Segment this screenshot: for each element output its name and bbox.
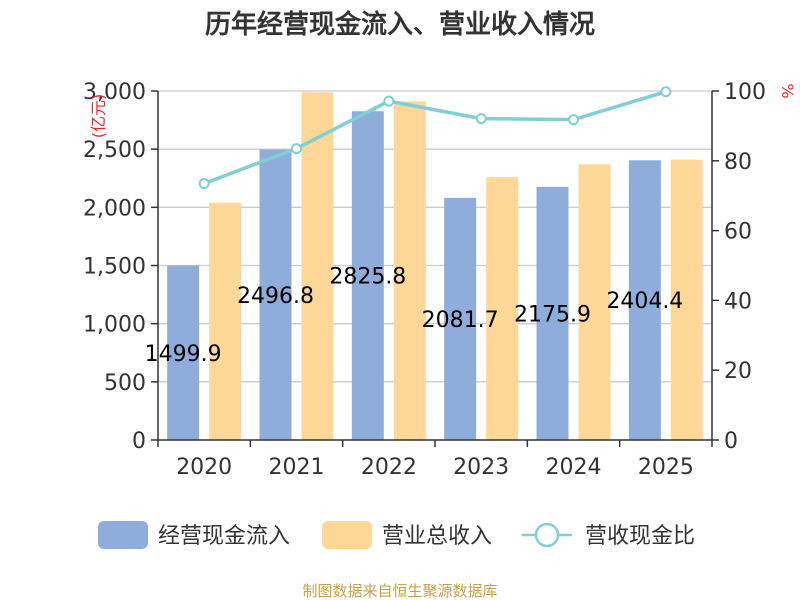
ratio-point-2024 [568,114,579,126]
y-right-tick-label: 40 [724,289,752,314]
x-tick-label: 2024 [546,455,602,480]
bar-0-2024 [536,186,569,440]
bar-0-2022 [351,111,384,441]
ratio-point-2023 [475,113,487,125]
legend-swatch-0 [98,521,148,549]
y-left-unit-label: (亿元) [89,94,108,139]
bar-1-2023 [486,177,519,440]
data-labels: 1499.9 2496.8 2825.8 2081.7 2175.9 2404.4 [145,265,684,367]
ratio-point-2025 [660,86,672,98]
legend-swatch-1 [322,521,372,549]
legend-label-2: 营收现金比 [585,524,695,549]
legend-label-0: 经营现金流入 [158,524,290,549]
chart-title: 历年经营现金流入、营业收入情况 [205,9,595,40]
data-label-2023: 2081.7 [422,308,499,333]
ratio-line [198,86,672,189]
bar-1-2025 [670,159,703,441]
bar-1-2022 [393,101,426,440]
x-tick-label: 2022 [361,455,417,480]
data-label-2024: 2175.9 [514,302,591,327]
y-right-tick-label: 60 [724,220,752,245]
bar-0-2020 [167,265,200,440]
bar-1-2021 [301,92,334,440]
bar-0-2023 [444,197,477,440]
source-note: 制图数据来自恒生聚源数据库 [302,582,497,600]
ratio-polyline [203,90,667,186]
y-left-tick-label: 1,500 [83,255,146,280]
ratio-point-2021 [291,143,302,155]
bar-0-2021 [259,149,292,440]
bar-1-2024 [578,164,611,441]
y-right-tick-label: 100 [724,80,766,105]
x-tick-label: 2021 [269,455,325,480]
y-right-tick-label: 20 [724,359,752,384]
y-right-tick-label: 80 [724,150,752,175]
y-right-unit-label: % [778,83,797,98]
y-left-tick-label: 2,500 [83,138,146,163]
bar-0-2025 [628,160,661,440]
gridlines [158,90,712,383]
legend-swatch-marker [534,522,560,548]
y-left-tick-label: 0 [132,429,146,454]
x-tick-label: 2025 [638,455,694,480]
data-label-2022: 2825.8 [329,265,406,290]
data-label-2020: 1499.9 [145,342,222,367]
data-label-2021: 2496.8 [237,284,314,309]
axes: 0 500 1,000 1,500 2,000 2,500 3,000 0 20 40 60 80 10… [83,80,797,480]
data-label-2025: 2404.4 [606,289,683,314]
x-tick-label: 2023 [453,455,509,480]
ratio-point-2020 [198,177,210,189]
y-left-tick-label: 1,000 [83,313,146,338]
y-left-tick-label: 3,000 [83,80,146,105]
bar-1-2020 [209,202,242,440]
y-right-tick-label: 0 [724,429,738,454]
legend: 经营现金流入 营业总收入 营收现金比 [98,521,695,549]
ratio-point-2022 [383,95,395,107]
x-tick-label: 2020 [176,455,232,480]
legend-label-1: 营业总收入 [382,524,492,549]
y-left-tick-label: 2,000 [83,196,146,221]
y-left-tick-label: 500 [104,371,146,396]
bars [167,92,703,441]
